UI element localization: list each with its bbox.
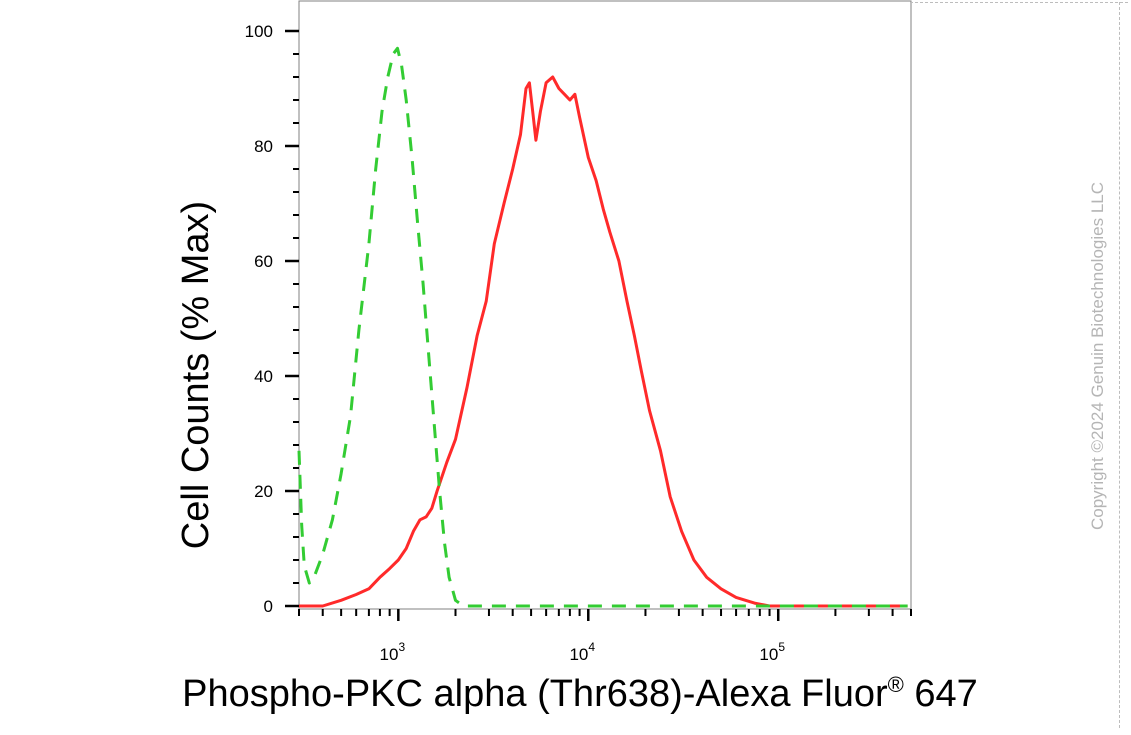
y-tick-label: 60: [254, 252, 273, 271]
x-axis-label-superscript: ®: [888, 672, 904, 697]
y-tick-label: 0: [264, 597, 273, 616]
y-tick-label: 20: [254, 482, 273, 501]
axis-layer: [285, 29, 912, 621]
y-axis-label: Cell Counts (% Max): [175, 201, 217, 549]
x-tick-label: 103: [380, 640, 406, 664]
x-axis-label-suffix: 647: [904, 673, 978, 715]
dashed-series-line: [297, 46, 908, 608]
copyright-watermark: Copyright ©2024 Genuin Biotechnologies L…: [1088, 182, 1107, 530]
x-axis-label-main: Phospho-PKC alpha (Thr638)-Alexa Fluor: [182, 673, 888, 715]
tick-label-layer: 0 20 40 60 80 100 103 104 105: [245, 22, 786, 664]
x-tick-label: 105: [759, 640, 785, 664]
series-layer: [297, 46, 908, 608]
border-dash-right: [1119, 2, 1120, 728]
x-axis-label: Phospho-PKC alpha (Thr638)-Alexa Fluor® …: [182, 672, 978, 715]
y-tick-label: 100: [245, 22, 273, 41]
x-tick-label: 104: [569, 640, 595, 664]
border-dash-top: [910, 2, 1128, 3]
y-tick-label: 80: [254, 137, 273, 156]
y-tick-label: 40: [254, 367, 273, 386]
solid-series-line: [299, 75, 908, 608]
plot-frame: [298, 0, 912, 610]
